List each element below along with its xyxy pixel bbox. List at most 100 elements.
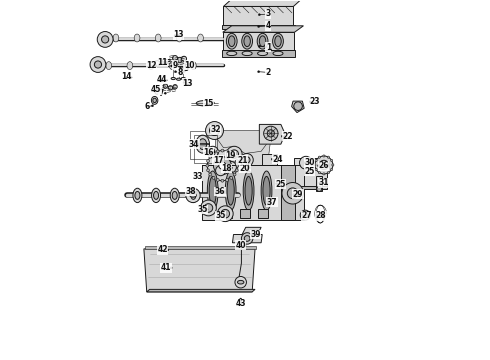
Ellipse shape <box>160 79 164 82</box>
Circle shape <box>233 156 236 158</box>
Circle shape <box>282 183 303 204</box>
Polygon shape <box>144 249 255 292</box>
Ellipse shape <box>153 192 159 199</box>
Circle shape <box>244 244 246 246</box>
Circle shape <box>225 161 236 173</box>
Ellipse shape <box>171 77 175 80</box>
Text: 25: 25 <box>304 167 315 176</box>
Text: 4: 4 <box>266 21 271 30</box>
Ellipse shape <box>196 135 210 153</box>
Circle shape <box>179 67 181 69</box>
Circle shape <box>266 201 269 203</box>
Polygon shape <box>223 26 303 32</box>
Circle shape <box>245 160 248 162</box>
Text: 28: 28 <box>316 211 326 220</box>
Ellipse shape <box>151 188 161 203</box>
Text: 45: 45 <box>151 85 161 94</box>
Circle shape <box>304 162 306 164</box>
Text: 40: 40 <box>236 241 246 250</box>
Circle shape <box>210 130 212 132</box>
Text: 15: 15 <box>203 99 214 108</box>
Circle shape <box>206 208 208 211</box>
Ellipse shape <box>238 280 244 284</box>
Circle shape <box>332 164 334 166</box>
Circle shape <box>218 206 233 222</box>
Text: 13: 13 <box>173 30 184 39</box>
Ellipse shape <box>182 67 186 72</box>
Polygon shape <box>162 59 171 62</box>
Ellipse shape <box>191 192 196 199</box>
Text: 33: 33 <box>193 172 203 181</box>
Circle shape <box>101 36 109 43</box>
Text: 24: 24 <box>272 155 283 164</box>
Polygon shape <box>294 158 327 187</box>
Ellipse shape <box>113 34 119 42</box>
Ellipse shape <box>228 36 235 46</box>
Circle shape <box>316 214 318 216</box>
Circle shape <box>242 233 253 244</box>
Circle shape <box>287 188 298 199</box>
Circle shape <box>212 152 215 155</box>
Ellipse shape <box>134 34 140 42</box>
Circle shape <box>207 169 210 172</box>
Text: 43: 43 <box>236 299 246 308</box>
Text: 19: 19 <box>225 151 236 160</box>
Ellipse shape <box>259 36 266 46</box>
Ellipse shape <box>261 171 272 211</box>
Circle shape <box>323 155 325 157</box>
Ellipse shape <box>209 176 216 205</box>
Circle shape <box>214 157 231 175</box>
Circle shape <box>160 89 162 91</box>
Circle shape <box>168 86 172 90</box>
Circle shape <box>183 81 185 84</box>
Bar <box>221 210 232 219</box>
Circle shape <box>303 213 308 218</box>
Polygon shape <box>221 25 295 30</box>
Ellipse shape <box>181 77 186 80</box>
Circle shape <box>301 214 303 216</box>
Text: 17: 17 <box>213 156 223 165</box>
Circle shape <box>315 168 317 171</box>
Circle shape <box>184 63 186 66</box>
Bar <box>258 210 268 219</box>
Text: 20: 20 <box>240 164 250 173</box>
Ellipse shape <box>258 51 268 55</box>
Circle shape <box>164 92 167 94</box>
Ellipse shape <box>226 33 237 49</box>
Polygon shape <box>202 165 281 220</box>
Circle shape <box>245 235 250 241</box>
Ellipse shape <box>275 36 281 46</box>
Text: 10: 10 <box>184 61 195 70</box>
Circle shape <box>271 158 273 160</box>
Ellipse shape <box>155 34 161 42</box>
Polygon shape <box>223 6 294 25</box>
Circle shape <box>267 130 274 137</box>
Polygon shape <box>294 186 327 189</box>
Ellipse shape <box>244 36 250 46</box>
Ellipse shape <box>244 166 250 169</box>
Ellipse shape <box>242 51 252 55</box>
Circle shape <box>230 150 239 158</box>
Text: 11: 11 <box>157 58 168 67</box>
Text: 21: 21 <box>237 156 247 165</box>
Ellipse shape <box>127 62 133 69</box>
Circle shape <box>204 204 213 212</box>
Polygon shape <box>223 0 300 6</box>
Circle shape <box>170 267 172 269</box>
Circle shape <box>258 26 260 28</box>
Text: 1: 1 <box>266 43 271 52</box>
Circle shape <box>317 186 322 192</box>
Circle shape <box>293 190 299 197</box>
Text: 34: 34 <box>189 140 199 149</box>
Circle shape <box>304 171 306 173</box>
Text: 27: 27 <box>302 211 312 220</box>
Circle shape <box>331 168 333 171</box>
Ellipse shape <box>133 188 142 203</box>
Circle shape <box>250 233 252 235</box>
Circle shape <box>173 85 177 89</box>
Text: 30: 30 <box>304 158 315 167</box>
Circle shape <box>318 172 320 174</box>
Circle shape <box>165 79 167 81</box>
Circle shape <box>216 150 219 153</box>
Text: 31: 31 <box>318 178 329 187</box>
